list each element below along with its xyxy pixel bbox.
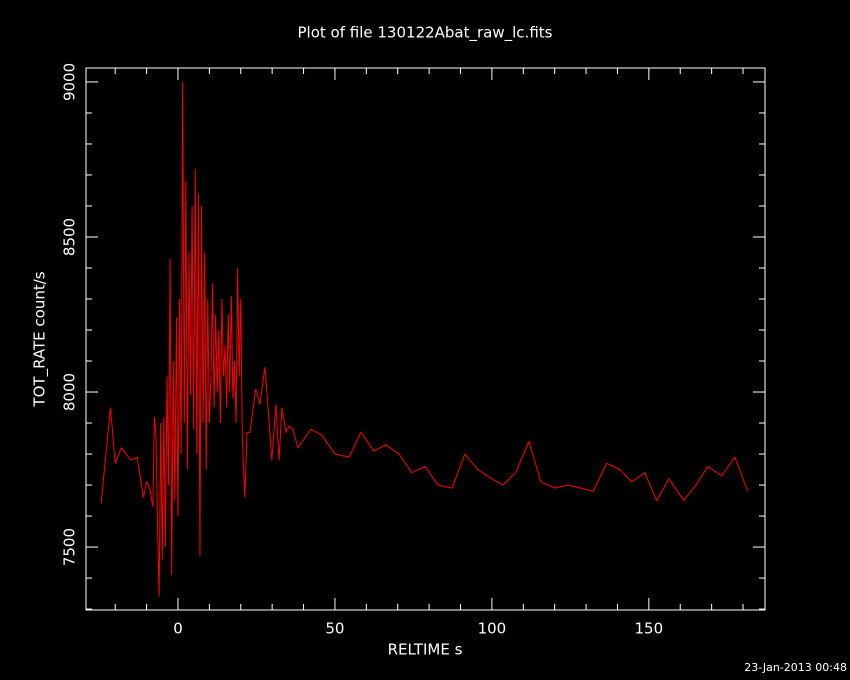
x-tick-label: 0: [173, 620, 183, 638]
plot-frame: [85, 67, 766, 611]
y-tick-label: 8000: [61, 373, 79, 411]
y-tick-label: 8500: [61, 218, 79, 256]
light-curve: [100, 81, 749, 597]
x-tick-label: 50: [325, 620, 344, 638]
x-axis-label: RELTIME s: [388, 641, 463, 659]
x-tick-label: 150: [635, 620, 664, 638]
y-tick-label: 7500: [61, 528, 79, 566]
y-axis-label: TOT_RATE count/s: [31, 271, 50, 407]
y-tick-label: 9000: [61, 63, 79, 101]
chart-title: Plot of file 130122Abat_raw_lc.fits: [298, 24, 553, 43]
footer-timestamp: 23-Jan-2013 00:48: [744, 661, 847, 674]
x-tick-label: 100: [478, 620, 507, 638]
